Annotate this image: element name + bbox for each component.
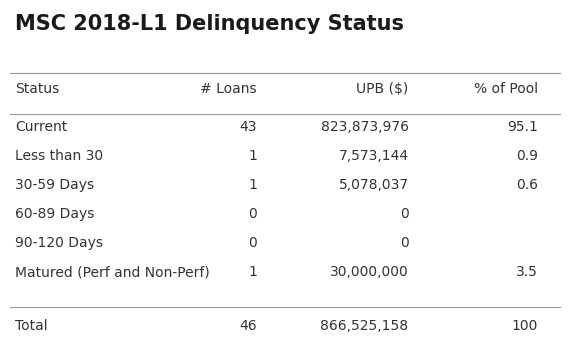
Text: 0.9: 0.9 (516, 149, 538, 163)
Text: UPB ($): UPB ($) (356, 82, 409, 96)
Text: 30,000,000: 30,000,000 (330, 265, 409, 279)
Text: Status: Status (15, 82, 60, 96)
Text: 866,525,158: 866,525,158 (320, 319, 409, 333)
Text: 0: 0 (248, 236, 257, 250)
Text: 43: 43 (239, 120, 257, 134)
Text: 90-120 Days: 90-120 Days (15, 236, 103, 250)
Text: 823,873,976: 823,873,976 (320, 120, 409, 134)
Text: Total: Total (15, 319, 48, 333)
Text: 46: 46 (239, 319, 257, 333)
Text: 7,573,144: 7,573,144 (339, 149, 409, 163)
Text: 5,078,037: 5,078,037 (339, 178, 409, 192)
Text: MSC 2018-L1 Delinquency Status: MSC 2018-L1 Delinquency Status (15, 13, 404, 34)
Text: # Loans: # Loans (200, 82, 257, 96)
Text: 100: 100 (511, 319, 538, 333)
Text: 1: 1 (248, 178, 257, 192)
Text: 30-59 Days: 30-59 Days (15, 178, 95, 192)
Text: 60-89 Days: 60-89 Days (15, 207, 95, 221)
Text: 0: 0 (400, 236, 409, 250)
Text: 3.5: 3.5 (516, 265, 538, 279)
Text: Less than 30: Less than 30 (15, 149, 104, 163)
Text: 1: 1 (248, 265, 257, 279)
Text: 0.6: 0.6 (516, 178, 538, 192)
Text: 95.1: 95.1 (507, 120, 538, 134)
Text: % of Pool: % of Pool (474, 82, 538, 96)
Text: 0: 0 (248, 207, 257, 221)
Text: 1: 1 (248, 149, 257, 163)
Text: Current: Current (15, 120, 68, 134)
Text: 0: 0 (400, 207, 409, 221)
Text: Matured (Perf and Non-Perf): Matured (Perf and Non-Perf) (15, 265, 210, 279)
